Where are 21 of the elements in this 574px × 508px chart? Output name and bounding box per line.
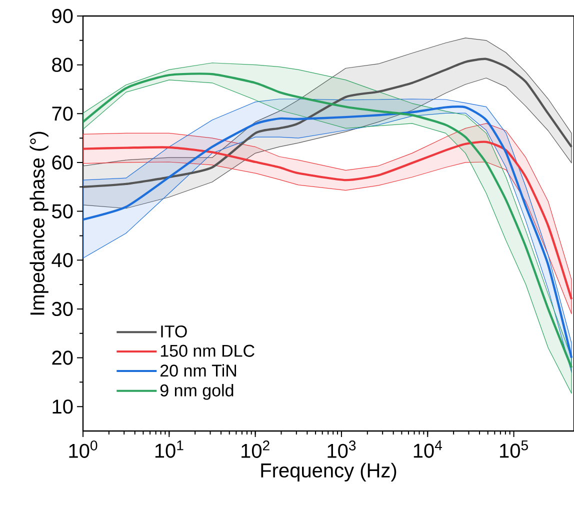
y-tick-label: 90: [52, 8, 73, 24]
x-tick-label: 10$^{1}$: [155, 440, 184, 458]
y-axis-title: Impedance phase (°): [30, 132, 48, 315]
y-tick-label: 80: [52, 58, 73, 72]
x-tick-label: 10$^{4}$: [414, 440, 442, 458]
x-tick-label: 10$^{2}$: [242, 440, 270, 458]
y-tick-label: 10: [52, 400, 73, 414]
legend-label: 9 nm gold: [160, 384, 234, 400]
legend-label: 20 nm TiN: [160, 364, 236, 377]
x-axis-title: Frequency (Hz): [261, 462, 396, 482]
y-tick-label: 30: [52, 302, 73, 316]
x-tick-label: 10$^{5}$: [500, 440, 528, 458]
x-tick-label: 10$^{3}$: [328, 440, 356, 458]
y-tick-label: 50: [52, 204, 73, 218]
legend-label: 150 nm DLC: [160, 344, 254, 357]
legend-label: ITO: [161, 325, 187, 338]
x-tick-label: 10$^{0}$: [69, 440, 98, 458]
y-tick-label: 20: [52, 350, 73, 365]
y-tick-label: 70: [52, 106, 73, 121]
y-tick-label: 60: [52, 155, 73, 170]
y-tick-label: 40: [52, 253, 73, 268]
